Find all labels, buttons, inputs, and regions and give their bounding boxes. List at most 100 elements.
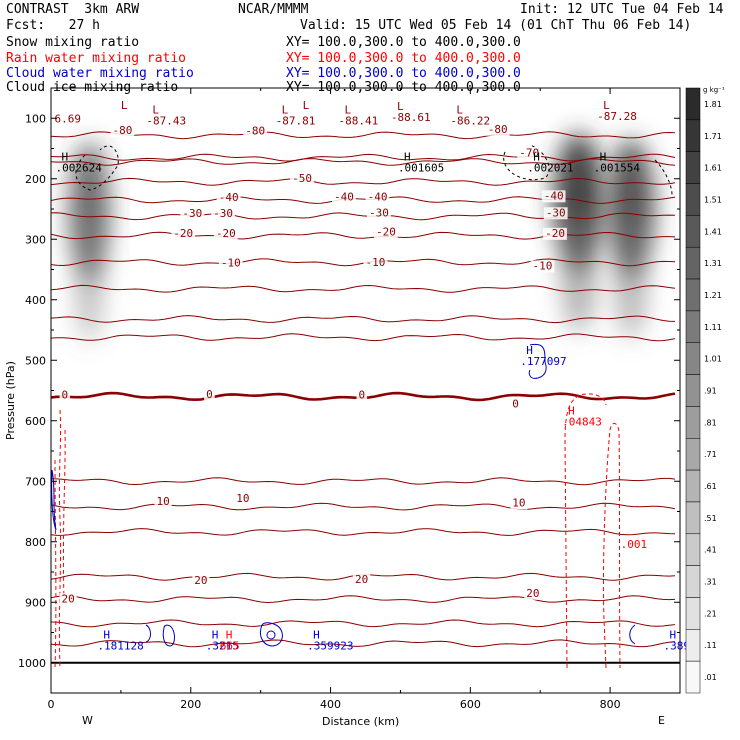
field-xy-cloud-water: XY= 100.0,300.0 to 400.0,300.0: [286, 66, 521, 81]
contour-label: -40: [334, 191, 354, 204]
temperature-contours: [51, 131, 680, 664]
colorbar-segment: [685, 151, 701, 184]
extremum-marker: H: [533, 151, 540, 164]
temperature-contour: [51, 231, 676, 240]
extremum-value: .04843: [562, 416, 602, 429]
contour-label: -80: [245, 125, 265, 138]
colorbar-segment: [685, 310, 701, 343]
colorbar-level-label: .31: [704, 578, 717, 587]
cloud-water-contour: [145, 624, 151, 643]
contour-label-bg: [204, 388, 215, 401]
contour-label-bg: [59, 389, 71, 402]
contour-label: 0: [359, 388, 366, 401]
extremum-marker: H: [313, 629, 320, 642]
extremum-value: -87.81: [276, 114, 316, 127]
snow-shading-layer: [69, 132, 655, 343]
x-tick-label: 600: [460, 698, 481, 711]
y-tick-label: 200: [25, 173, 46, 186]
colorbar-level-label: .51: [704, 514, 717, 523]
contour-label: -10: [221, 256, 241, 269]
colorbar-segment: [685, 406, 701, 439]
contour-label: -20: [216, 227, 236, 240]
contour-label-bg: [530, 260, 555, 273]
colorbar-level-label: .01: [704, 673, 717, 682]
colorbar-level-label: 1.71: [704, 132, 722, 141]
extremum-marker: H: [526, 344, 533, 357]
contour-label: -20: [376, 226, 396, 239]
cloud-water-contour: [259, 622, 283, 647]
contour-label-bg: [290, 172, 314, 185]
extremum-value: .002021: [527, 162, 573, 175]
contour-label-bg: [543, 227, 567, 240]
chart-center-label: NCAR/MMMM: [238, 2, 309, 17]
extremum-value: -88.41: [339, 114, 379, 127]
extremum-marker: H: [404, 151, 411, 164]
contour-label-bg: [110, 124, 135, 137]
y-tick-label: 600: [25, 415, 46, 428]
colorbar-level-label: 1.11: [704, 323, 722, 332]
contour-label: -70: [519, 146, 539, 159]
temperature-contour: [51, 333, 676, 342]
contour-label: -80: [113, 124, 133, 137]
extremum-marker: L: [152, 103, 159, 116]
temperature-contour: [51, 158, 676, 166]
cloud-ice-contour: [75, 145, 119, 191]
value-label: .001: [621, 538, 648, 551]
extremum-value: .001554: [594, 162, 641, 175]
east-label: E: [658, 714, 665, 727]
value-label: 6.69: [54, 112, 81, 125]
contour-label-bg: [541, 190, 566, 203]
temperature-contour: [51, 258, 676, 267]
colorbar-segment: [685, 629, 701, 662]
contour-label-bg: [510, 398, 521, 411]
extremum-marker: L: [456, 103, 463, 116]
colorbar-level-label: .91: [704, 387, 717, 396]
contour-label-bg: [234, 492, 252, 505]
colorbar-segment: [685, 533, 701, 566]
extremum-value: .002624: [55, 162, 102, 175]
contour-label-bg: [363, 256, 388, 269]
temperature-contour: [51, 177, 676, 186]
temperature-contour: [51, 196, 676, 204]
extremum-marker: L: [303, 99, 310, 112]
y-tick-label: 1000: [18, 657, 46, 670]
contour-label-bg: [524, 587, 542, 600]
x-tick-label: 200: [180, 698, 201, 711]
colorbar-level-label: .11: [704, 641, 717, 650]
colorbar-level-label: .41: [704, 546, 717, 555]
contour-label-bg: [510, 497, 528, 510]
colorbar-segment: [685, 183, 701, 216]
contour-label: 20: [355, 573, 368, 586]
contour-label: 0: [512, 397, 519, 410]
valid-time: Valid: 15 UTC Wed 05 Feb 14 (01 ChT Thu …: [300, 18, 692, 33]
contour-label: -30: [213, 207, 233, 220]
colorbar-segment: [685, 119, 701, 152]
field-name-cloud-water: Cloud water mixing ratio: [6, 66, 194, 81]
temperature-contour: [51, 284, 676, 293]
contour-label: 10: [236, 492, 249, 505]
colorbar-level-label: 1.41: [704, 227, 722, 236]
colorbar-segment: [685, 597, 701, 630]
extremum-marker: H: [600, 151, 607, 164]
extremum-marker: L: [345, 103, 352, 116]
colorbar-segment: [685, 469, 701, 503]
temperature-contour: [51, 595, 676, 604]
colorbar-level-label: 1.81: [704, 100, 722, 109]
contour-label-bg: [365, 191, 390, 204]
colorbar-segment: [685, 342, 701, 375]
cloud-water-contour: [629, 624, 636, 645]
contour-label-bg: [485, 123, 510, 136]
cloud-ice-contour: [654, 159, 673, 196]
extremum-marker: H: [103, 629, 110, 642]
contour-label-bg: [218, 257, 243, 270]
contour-label-bg: [216, 192, 241, 205]
extremum-marker: L: [603, 99, 610, 112]
colorbar-segment: [685, 438, 701, 471]
snow-tail: [614, 219, 648, 339]
extremum-marker: L: [397, 100, 404, 113]
colorbar-segment: [685, 215, 701, 248]
contour-label: -40: [219, 191, 239, 204]
contour-label: -50: [292, 172, 312, 185]
